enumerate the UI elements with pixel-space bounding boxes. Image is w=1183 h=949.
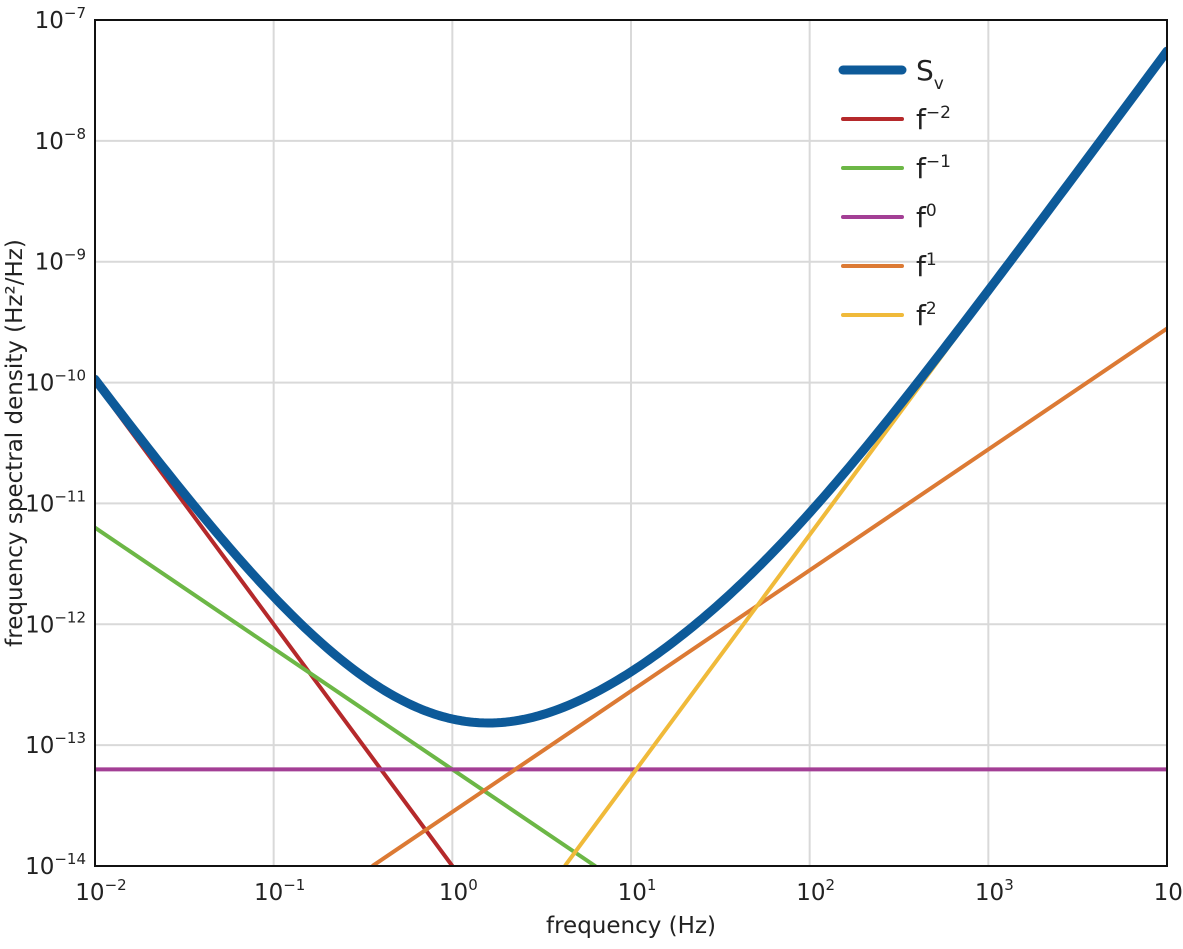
series-line-sv	[95, 46, 1167, 728]
x-tick-labels: 10−210−1100101102103104	[75, 876, 1183, 906]
legend-label-base: f	[916, 152, 927, 185]
x-tick-label-base: 10	[796, 880, 825, 906]
legend-label-base: f	[916, 250, 927, 283]
x-tick-label-base: 10	[439, 880, 468, 906]
y-tick-label: 10−13	[25, 729, 86, 759]
x-tick-label: 10−1	[254, 876, 305, 906]
x-tick-label: 102	[796, 876, 835, 906]
x-tick-label-base: 10	[75, 880, 104, 906]
x-tick-label-exponent: −2	[105, 876, 127, 894]
y-tick-label: 10−8	[35, 125, 86, 155]
legend-label: f−1	[916, 152, 951, 185]
legend-label: f−2	[916, 103, 951, 136]
legend-label-superscript: 2	[926, 299, 937, 319]
y-tick-label-base: 10	[25, 612, 54, 638]
x-tick-label: 101	[618, 876, 657, 906]
x-tick-label-base: 10	[975, 880, 1004, 906]
y-tick-label-base: 10	[25, 854, 54, 880]
x-tick-label-base: 10	[254, 880, 283, 906]
x-tick-label: 10−2	[75, 876, 126, 906]
legend-label-superscript: −1	[926, 152, 951, 172]
legend-label: Sv	[916, 54, 944, 94]
y-tick-label-exponent: −14	[54, 850, 86, 868]
legend-label: f2	[916, 299, 937, 332]
y-tick-label: 10−14	[25, 850, 86, 880]
y-tick-label-exponent: −9	[64, 246, 86, 264]
y-tick-label-base: 10	[35, 129, 64, 155]
legend-label: f1	[916, 250, 937, 283]
y-tick-label: 10−9	[35, 246, 86, 276]
legend-label: f0	[916, 201, 937, 234]
x-tick-label: 104	[1154, 876, 1183, 906]
series-layer	[95, 46, 1167, 866]
x-tick-label-exponent: 0	[468, 876, 478, 894]
y-tick-label-base: 10	[25, 733, 54, 759]
x-tick-label-exponent: −1	[283, 876, 305, 894]
legend-label-superscript: 1	[926, 250, 937, 270]
y-tick-label-exponent: −11	[54, 487, 86, 505]
y-tick-label-exponent: −7	[64, 4, 86, 22]
y-tick-label-base: 10	[25, 371, 54, 397]
legend-label-superscript: 0	[926, 201, 937, 221]
x-tick-label: 103	[975, 876, 1014, 906]
plot-frame	[94, 19, 1168, 867]
legend-label-superscript: −2	[926, 103, 951, 123]
y-tick-label: 10−11	[25, 487, 86, 517]
y-tick-label: 10−10	[25, 367, 86, 397]
y-tick-label-base: 10	[35, 8, 64, 34]
y-tick-label-base: 10	[35, 250, 64, 276]
legend-label-base: f	[916, 201, 927, 234]
y-tick-label-exponent: −8	[64, 125, 86, 143]
x-tick-label-base: 10	[618, 880, 647, 906]
x-tick-label-exponent: 1	[647, 876, 657, 894]
legend-label-base: f	[916, 103, 927, 136]
legend-label-base: f	[916, 299, 927, 332]
y-tick-label: 10−7	[35, 4, 86, 34]
x-tick-label-base: 10	[1154, 880, 1183, 906]
y-tick-label-exponent: −12	[54, 608, 86, 626]
y-tick-label-base: 10	[25, 491, 54, 517]
y-axis-label: frequency spectral density (Hz²/Hz)	[2, 239, 28, 647]
series-line-f-1	[371, 326, 1167, 866]
x-tick-label-exponent: 3	[1004, 876, 1014, 894]
y-tick-label-exponent: −10	[54, 367, 86, 385]
y-tick-label: 10−12	[25, 608, 86, 638]
x-axis-label: frequency (Hz)	[546, 913, 716, 939]
x-tick-label: 100	[439, 876, 478, 906]
x-tick-label-exponent: 2	[826, 876, 836, 894]
y-tick-label-exponent: −13	[54, 729, 86, 747]
legend-label-subscript: v	[934, 74, 944, 94]
legend-label-base: S	[916, 54, 934, 87]
series-line-f-1	[95, 525, 598, 866]
